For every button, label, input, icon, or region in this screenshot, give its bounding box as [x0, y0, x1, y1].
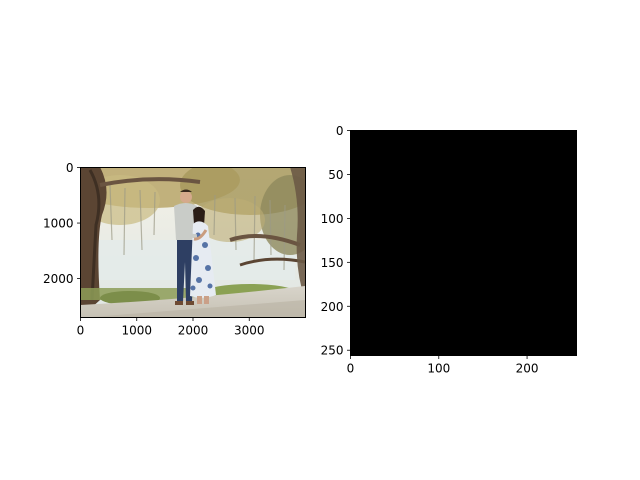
- photo-y-tick-label: 0: [66, 161, 74, 175]
- black-image-y-tick-label: 0: [336, 124, 344, 138]
- photo-x-tick-label: 2000: [178, 324, 209, 338]
- photo-x-tick-label: 1000: [121, 324, 152, 338]
- photo-y-ticks: 0 1000 2000: [43, 161, 81, 286]
- black-image-x-tick-label: 200: [516, 362, 539, 376]
- black-image-x-tick-label: 100: [427, 362, 450, 376]
- photo-image: [80, 167, 306, 318]
- black-image-y-tick-label: 250: [321, 344, 344, 358]
- black-image-y-tick-label: 150: [321, 256, 344, 270]
- black-image-axes-frame: [350, 130, 577, 356]
- photo-x-ticks: 0 1000 2000 3000: [77, 317, 265, 338]
- black-image-y-tick-label: 50: [328, 168, 343, 182]
- black-image: [350, 130, 577, 356]
- black-image-x-ticks: 0 100 200: [347, 355, 539, 376]
- photo-y-tick-label: 2000: [43, 272, 74, 286]
- black-image-y-tick-label: 100: [321, 212, 344, 226]
- black-image-y-tick-label: 200: [321, 300, 344, 314]
- photo-x-tick-label: 0: [77, 324, 85, 338]
- black-image-x-tick-label: 0: [347, 362, 355, 376]
- photo-y-tick-label: 1000: [43, 217, 74, 231]
- photo-axes: 0 1000 2000 3000 0 1000 2000: [43, 161, 306, 338]
- black-image-y-ticks: 0 50 100 150 200 250: [321, 124, 351, 358]
- black-image-axes: 0 100 200 0 50 100 150 200 250: [321, 124, 577, 376]
- photo-x-tick-label: 3000: [234, 324, 265, 338]
